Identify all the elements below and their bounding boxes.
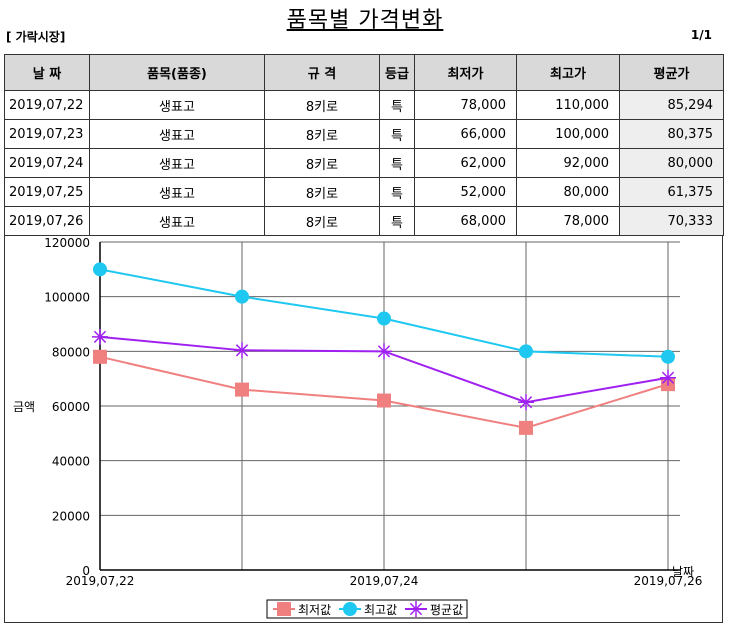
data-point-star [376, 343, 392, 360]
cell-spec: 8키로 [264, 177, 380, 207]
data-point-square [93, 349, 107, 364]
legend-label: 평균값 [430, 603, 463, 617]
cell-spec: 8키로 [264, 206, 380, 236]
cell-grade: 특 [379, 148, 415, 178]
cell-spec: 8키로 [264, 148, 380, 178]
cell-grade: 특 [379, 177, 415, 207]
col-header-spec: 규 격 [264, 54, 380, 91]
x-tick-label: 2019,07,24 [350, 574, 419, 588]
data-point-circle [519, 344, 533, 359]
cell-spec: 8키로 [264, 119, 380, 149]
col-header-min: 최저가 [414, 54, 517, 91]
data-point-circle [343, 602, 357, 616]
cell-item: 생표고 [89, 206, 265, 236]
y-tick-label: 20000 [52, 509, 90, 523]
cell-item: 생표고 [89, 119, 265, 149]
legend-label: 최고값 [364, 603, 397, 617]
data-point-circle [93, 262, 107, 277]
y-tick-label: 40000 [52, 455, 90, 469]
market-label: [ 가락시장] [6, 30, 66, 44]
cell-grade: 특 [379, 90, 415, 120]
data-point-circle [661, 349, 675, 364]
cell-item: 생표고 [89, 90, 265, 120]
data-point-star [92, 328, 108, 345]
data-point-square [277, 602, 291, 616]
cell-min: 66,000 [414, 119, 517, 149]
cell-item: 생표고 [89, 148, 265, 178]
col-header-max: 최고가 [516, 54, 620, 91]
cell-max: 80,000 [516, 177, 620, 207]
cell-date: 2019,07,26 [4, 206, 90, 236]
cell-date: 2019,07,25 [4, 177, 90, 207]
table-row: 2019,07,25 생표고 8키로 특 52,000 80,000 61,37… [4, 177, 724, 207]
cell-date: 2019,07,23 [4, 119, 90, 149]
table-row: 2019,07,24 생표고 8키로 특 62,000 92,000 80,00… [4, 148, 724, 178]
col-header-grade: 등급 [379, 54, 415, 91]
table-row: 2019,07,23 생표고 8키로 특 66,000 100,000 80,3… [4, 119, 724, 149]
cell-min: 78,000 [414, 90, 517, 120]
data-point-square [377, 393, 391, 408]
cell-avg: 70,333 [619, 206, 724, 236]
cell-max: 78,000 [516, 206, 620, 236]
cell-max: 100,000 [516, 119, 620, 149]
y-tick-label: 60000 [52, 400, 90, 414]
data-point-square [519, 420, 533, 435]
table-row: 2019,07,22 생표고 8키로 특 78,000 110,000 85,2… [4, 90, 724, 120]
data-point-star [234, 342, 250, 359]
data-point-star [408, 601, 424, 617]
cell-date: 2019,07,24 [4, 148, 90, 178]
x-axis-title: 날짜 [672, 565, 694, 579]
y-tick-label: 120000 [44, 236, 90, 250]
legend-label: 최저값 [298, 603, 331, 617]
y-tick-label: 80000 [52, 345, 90, 359]
data-point-circle [235, 289, 249, 304]
y-tick-label: 100000 [44, 291, 90, 305]
cell-spec: 8키로 [264, 90, 380, 120]
cell-item: 생표고 [89, 177, 265, 207]
y-axis-title: 금액 [13, 400, 35, 414]
price-line-chart: 0 20000 40000 60000 80000 100000 120000 2019,07… [13, 236, 703, 619]
price-table: 날 짜 품목(품종) 규 격 등급 최저가 최고가 평균가 2019,07,22… [4, 54, 724, 236]
table-header-row: 날 짜 품목(품종) 규 격 등급 최저가 최고가 평균가 [4, 54, 724, 91]
cell-grade: 특 [379, 119, 415, 149]
cell-min: 68,000 [414, 206, 517, 236]
x-tick-label: 2019,07,26 [634, 574, 703, 588]
report-title: 품목별 가격변화 [286, 8, 444, 33]
col-header-date: 날 짜 [4, 54, 90, 91]
data-point-circle [377, 311, 391, 326]
cell-grade: 특 [379, 206, 415, 236]
data-point-star [660, 369, 676, 386]
chart-panel: 0 20000 40000 60000 80000 100000 120000 2019,07… [4, 235, 723, 623]
page-indicator: 1/1 [690, 28, 712, 42]
x-tick-label: 2019,07,22 [66, 574, 135, 588]
cell-min: 62,000 [414, 148, 517, 178]
col-header-item: 품목(품종) [89, 54, 265, 91]
cell-min: 52,000 [414, 177, 517, 207]
cell-avg: 85,294 [619, 90, 724, 120]
data-point-star [518, 394, 534, 411]
legend-box [266, 599, 468, 619]
table-row: 2019,07,26 생표고 8키로 특 68,000 78,000 70,33… [4, 206, 724, 236]
cell-max: 110,000 [516, 90, 620, 120]
cell-avg: 80,375 [619, 119, 724, 149]
data-point-square [235, 382, 249, 397]
cell-avg: 61,375 [619, 177, 724, 207]
cell-max: 92,000 [516, 148, 620, 178]
y-tick-label: 0 [82, 564, 90, 578]
cell-avg: 80,000 [619, 148, 724, 178]
col-header-avg: 평균가 [619, 54, 724, 91]
cell-date: 2019,07,22 [4, 90, 90, 120]
